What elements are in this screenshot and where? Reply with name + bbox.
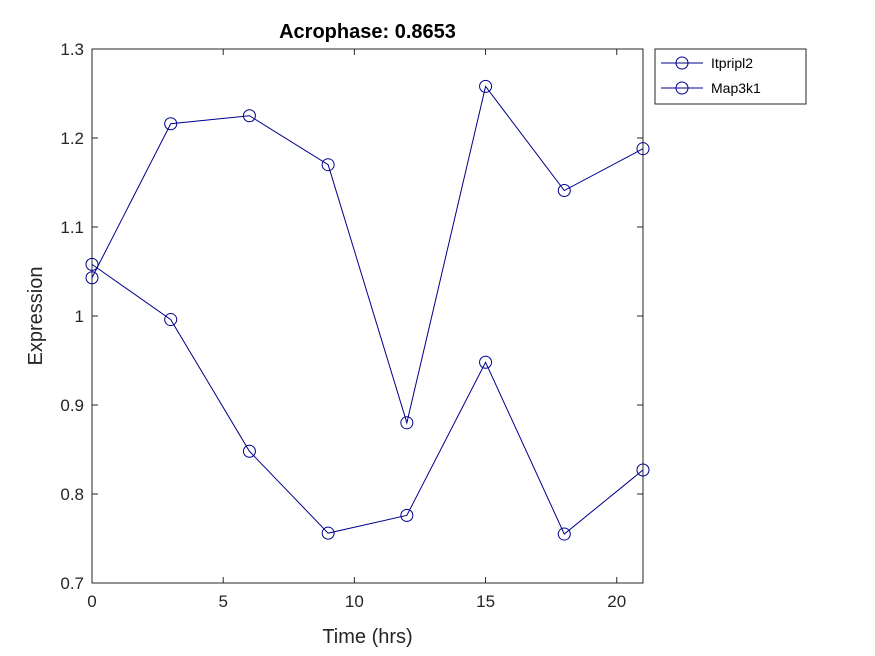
data-point: [557, 527, 571, 541]
legend-label: Map3k1: [711, 80, 761, 96]
legend-entries: Itpripl2 Map3k1: [661, 55, 761, 96]
data-point: [557, 184, 571, 198]
data-point: [479, 355, 493, 369]
data-point: [85, 257, 99, 271]
series-map3k1: [85, 257, 650, 541]
x-axis-label: Time (hrs): [322, 626, 412, 648]
data-point: [321, 158, 335, 172]
x-tick-label: 20: [607, 592, 626, 611]
y-tick-label: 1: [75, 307, 84, 326]
x-tick-label: 15: [476, 592, 495, 611]
legend-label: Itpripl2: [711, 55, 753, 71]
data-point: [242, 444, 256, 458]
legend-box: [654, 48, 807, 105]
data-point: [636, 463, 650, 477]
series-itpripl2: [85, 79, 650, 430]
series-line: [91, 85, 644, 425]
series-line: [91, 263, 644, 535]
y-tick-label: 1.3: [60, 40, 84, 59]
data-point: [164, 117, 178, 131]
data-point: [400, 416, 414, 430]
legend-entry: Map3k1: [661, 80, 761, 96]
legend-marker: [675, 56, 689, 70]
x-tick-label: 0: [87, 592, 96, 611]
data-point: [321, 526, 335, 540]
legend: Itpripl2 Map3k1: [654, 48, 807, 105]
data-point: [479, 79, 493, 93]
y-tick-label: 0.8: [60, 485, 84, 504]
axis-ticks: 0 5 10 15 20 0.7 0.8 0.9 1 1.1 1.2 1.3: [60, 40, 643, 611]
y-tick-label: 1.1: [60, 218, 84, 237]
plot-area: [91, 48, 644, 584]
chart-title: Acrophase: 0.8653: [279, 21, 456, 43]
y-tick-label: 1.2: [60, 129, 84, 148]
y-axis-label: Expression: [25, 267, 47, 366]
x-tick-label: 5: [218, 592, 227, 611]
data-point: [85, 271, 99, 285]
legend-entry: Itpripl2: [661, 55, 753, 71]
x-tick-label: 10: [345, 592, 364, 611]
data-point: [636, 142, 650, 156]
y-tick-label: 0.9: [60, 396, 84, 415]
y-tick-label: 0.7: [60, 574, 84, 593]
data-point: [164, 313, 178, 327]
data-point: [242, 109, 256, 123]
legend-marker: [675, 81, 689, 95]
data-point: [400, 508, 414, 522]
series-layer: [85, 79, 650, 541]
